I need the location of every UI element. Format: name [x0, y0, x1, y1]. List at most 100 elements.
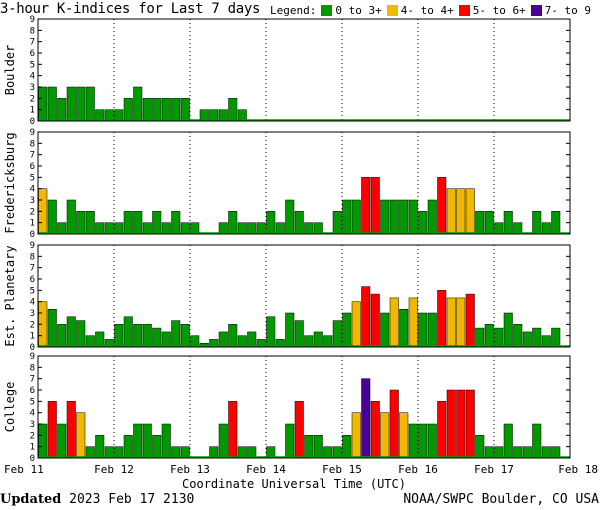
k-index-bar: [142, 423, 152, 459]
y-tick-label: 1: [30, 443, 35, 453]
k-index-bar: [465, 188, 475, 235]
y-tick-label: 0: [30, 117, 35, 127]
x-axis-label: Coordinate Universal Time (UTC): [182, 477, 406, 491]
k-index-bar: [513, 324, 523, 348]
y-tick-label: 3: [30, 420, 35, 430]
k-index-bar: [57, 98, 67, 122]
k-index-bar: [152, 98, 162, 122]
k-index-bar: [266, 316, 276, 348]
legend-item-7-9: 7- to 9: [544, 4, 592, 17]
panel-ylabel: Fredericksburg: [3, 132, 17, 233]
k-index-bar: [380, 412, 390, 459]
k-index-bar: [294, 320, 304, 348]
k-index-bar: [66, 199, 76, 235]
x-tick-label: Feb 12: [94, 463, 134, 476]
k-index-bar: [342, 199, 352, 235]
k-index-bar: [465, 389, 475, 459]
k-index-bar: [370, 177, 380, 235]
legend-item-5-6: 5- to 6+: [472, 4, 526, 17]
legend-swatch-purple: [530, 5, 542, 16]
k-index-bar: [228, 324, 238, 348]
k-index-bar: [294, 211, 304, 235]
k-index-bar: [133, 324, 143, 348]
legend-swatch-green: [321, 5, 333, 16]
panel-ylabel: Boulder: [3, 45, 17, 96]
k-index-bar: [152, 435, 162, 459]
k-index-bar: [142, 324, 152, 348]
k-index-bar: [133, 211, 143, 235]
y-tick-label: 2: [30, 207, 35, 217]
x-tick-label: Feb 18: [558, 463, 598, 476]
k-index-bar: [332, 320, 342, 348]
k-index-bar: [503, 211, 513, 235]
k-index-bar: [399, 199, 409, 235]
chart-title: 3-hour K-indices for Last 7 days: [0, 1, 261, 17]
k-index-bar: [152, 211, 162, 235]
k-index-bar: [85, 211, 95, 235]
y-tick-label: 7: [30, 151, 35, 161]
x-tick-label: Feb 11: [4, 463, 44, 476]
y-tick-label: 9: [30, 352, 35, 362]
y-tick-label: 5: [30, 173, 35, 183]
k-index-bar: [342, 312, 352, 348]
y-tick-label: 0: [30, 343, 35, 353]
y-tick-label: 4: [30, 72, 35, 82]
y-tick-label: 9: [30, 15, 35, 25]
k-index-bar: [361, 286, 371, 348]
k-index-bar: [475, 435, 485, 459]
k-index-bar: [446, 297, 456, 348]
panel-ylabel: College: [3, 382, 17, 433]
k-index-bar: [161, 98, 171, 122]
k-index-bar: [475, 327, 485, 348]
panel-frame: [37, 131, 571, 235]
legend-swatch-yellow: [386, 5, 398, 16]
k-index-bar: [47, 86, 57, 122]
panel-frame: [37, 244, 571, 348]
k-index-bar: [475, 211, 485, 235]
y-tick-label: 9: [30, 241, 35, 251]
k-index-bar: [161, 423, 171, 459]
k-index-bar: [123, 435, 133, 459]
k-index-bar: [114, 324, 124, 348]
source-credit: NOAA/SWPC Boulder, CO USA: [403, 492, 599, 507]
legend: Legend: 0 to 3+ 4- to 4+ 5- to 6+ 7- to …: [270, 4, 591, 17]
k-index-bar: [380, 199, 390, 235]
k-index-bar: [456, 297, 466, 348]
panel-frame: [37, 18, 571, 122]
k-index-bar: [285, 312, 295, 348]
k-index-bar: [389, 389, 399, 459]
k-index-bar: [351, 301, 361, 348]
k-index-bar: [418, 211, 428, 235]
k-index-bar: [351, 412, 361, 459]
x-tick-label: Feb 13: [170, 463, 210, 476]
k-index-bar: [76, 86, 86, 122]
k-index-bar: [342, 435, 352, 459]
k-index-bar: [532, 211, 542, 235]
k-index-bar: [446, 188, 456, 235]
k-index-bar: [399, 412, 409, 459]
y-tick-label: 6: [30, 386, 35, 396]
k-index-bar: [522, 331, 532, 348]
k-index-bar: [418, 423, 428, 459]
k-index-chart: 0123456789Boulder0123456789Fredericksbur…: [3, 15, 598, 491]
k-index-bar: [152, 327, 162, 348]
k-index-bar: [399, 309, 409, 348]
y-tick-label: 1: [30, 219, 35, 229]
k-index-bar: [95, 435, 105, 459]
k-index-bar: [389, 199, 399, 235]
k-index-bar: [66, 86, 76, 122]
k-index-bar: [228, 401, 238, 459]
k-index-bar: [408, 297, 418, 348]
k-index-bar: [532, 327, 542, 348]
k-index-bar: [294, 401, 304, 459]
y-tick-label: 2: [30, 431, 35, 441]
k-index-bar: [171, 211, 181, 235]
k-index-bar: [418, 312, 428, 348]
k-index-bar: [47, 199, 57, 235]
y-tick-label: 4: [30, 409, 35, 419]
k-index-bar: [456, 389, 466, 459]
k-index-bar: [133, 86, 143, 122]
y-tick-label: 2: [30, 320, 35, 330]
k-index-bar: [161, 331, 171, 348]
k-index-bar: [446, 389, 456, 459]
